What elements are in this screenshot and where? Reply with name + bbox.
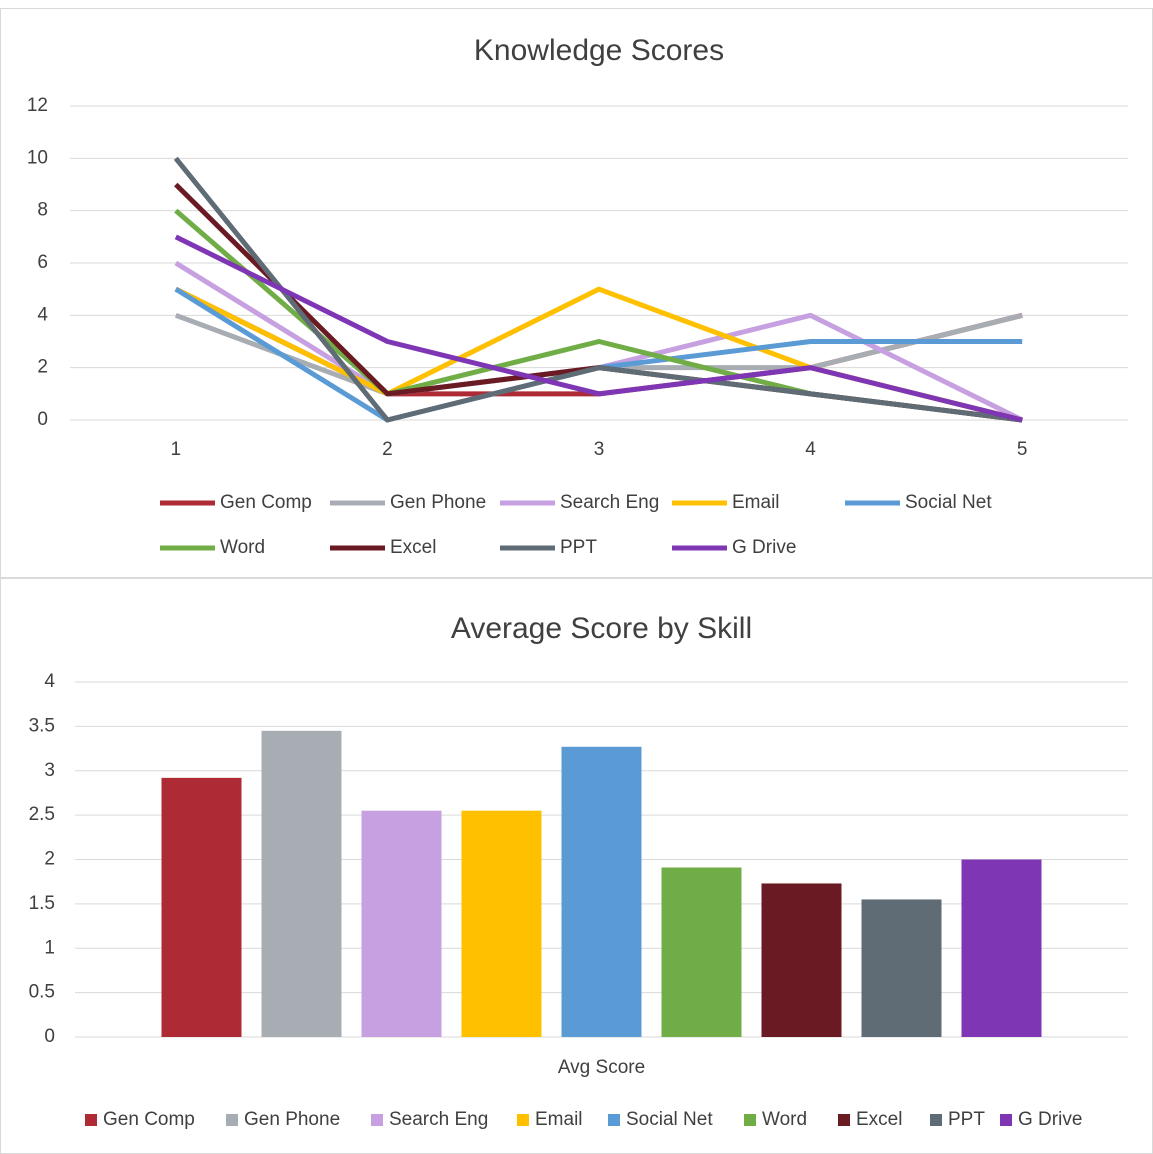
y-tick-label: 2: [44, 849, 55, 870]
legend-swatch: [838, 1114, 850, 1126]
bar: [161, 777, 242, 1037]
bar: [261, 730, 342, 1037]
chart-title: Average Score by Skill: [451, 612, 752, 645]
legend-swatch: [517, 1114, 529, 1126]
legend-label: PPT: [948, 1109, 985, 1130]
bar: [661, 867, 742, 1037]
legend-label: Gen Comp: [220, 492, 312, 513]
y-tick-label: 2.5: [29, 804, 55, 825]
legend-label: Word: [762, 1109, 807, 1130]
legend-label: Email: [535, 1109, 583, 1130]
legend-label: Excel: [390, 537, 436, 558]
bar: [761, 883, 842, 1037]
y-tick-label: 8: [37, 200, 48, 221]
legend-swatch: [930, 1114, 942, 1126]
y-tick-label: 4: [44, 671, 55, 692]
x-tick-label: Avg Score: [558, 1057, 645, 1078]
y-tick-label: 0: [37, 409, 48, 430]
legend-label: Gen Comp: [103, 1109, 195, 1130]
x-tick-label: 5: [1017, 439, 1028, 460]
legend-label: Gen Phone: [244, 1109, 340, 1130]
bar: [861, 899, 942, 1037]
bar: [561, 746, 642, 1037]
x-tick-label: 2: [382, 439, 393, 460]
legend-label: Search Eng: [560, 492, 659, 513]
bar: [461, 810, 542, 1037]
legend-swatch: [85, 1114, 97, 1126]
y-tick-label: 3.5: [29, 715, 55, 736]
legend-swatch: [1000, 1114, 1012, 1126]
legend-swatch: [226, 1114, 238, 1126]
chart-frame: [0, 8, 1153, 578]
bar: [361, 810, 442, 1037]
legend-label: G Drive: [1018, 1109, 1082, 1130]
legend-label: G Drive: [732, 537, 796, 558]
y-tick-label: 4: [37, 304, 48, 325]
legend-swatch: [371, 1114, 383, 1126]
y-tick-label: 0: [44, 1026, 55, 1047]
legend-label: Social Net: [626, 1109, 713, 1130]
legend-label: Word: [220, 537, 265, 558]
series-line: [173, 156, 1023, 423]
y-tick-label: 12: [27, 95, 48, 116]
x-tick-label: 3: [594, 439, 605, 460]
y-tick-label: 1: [44, 937, 55, 958]
y-tick-label: 0.5: [29, 982, 55, 1003]
x-tick-label: 1: [171, 439, 182, 460]
legend-label: PPT: [560, 537, 597, 558]
y-tick-label: 2: [37, 357, 48, 378]
legend-label: Excel: [856, 1109, 902, 1130]
y-tick-label: 3: [44, 760, 55, 781]
series-line: [174, 234, 1023, 423]
legend-swatch: [744, 1114, 756, 1126]
y-tick-label: 1.5: [29, 893, 55, 914]
y-tick-label: 10: [27, 147, 48, 168]
legend-label: Social Net: [905, 492, 992, 513]
legend-swatch: [608, 1114, 620, 1126]
x-tick-label: 4: [805, 439, 816, 460]
legend-label: Gen Phone: [390, 492, 486, 513]
legend-label: Search Eng: [389, 1109, 488, 1130]
bar: [961, 859, 1042, 1037]
chart-title: Knowledge Scores: [474, 34, 724, 67]
y-tick-label: 6: [37, 252, 48, 273]
legend-label: Email: [732, 492, 780, 513]
